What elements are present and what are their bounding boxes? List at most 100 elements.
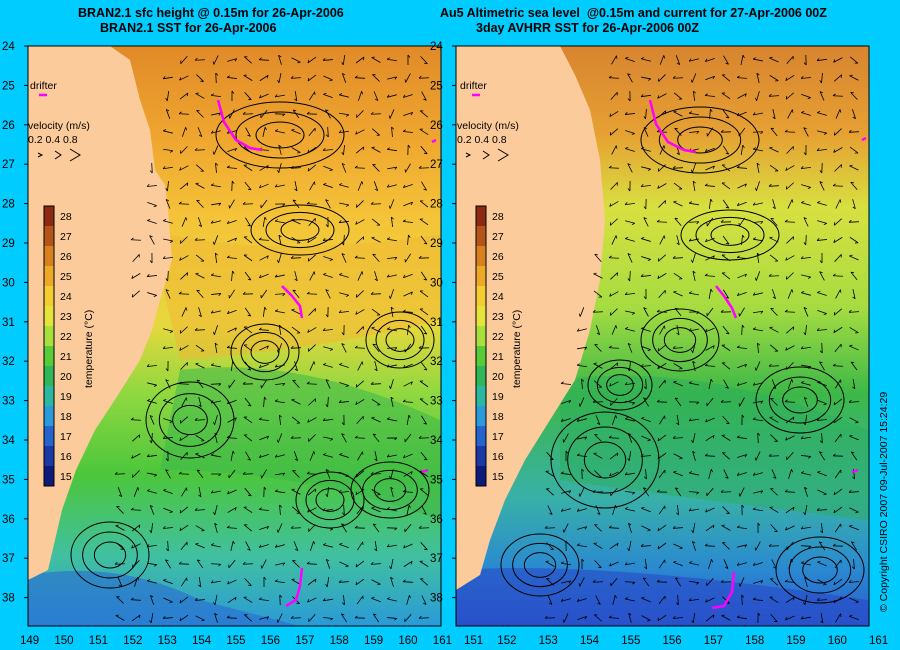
vector-arrow (215, 72, 219, 84)
vector-arrow (656, 579, 668, 583)
vector-arrow (676, 504, 680, 516)
vector-arrow (374, 451, 378, 462)
lon-tick-left: 153 (158, 635, 177, 647)
vector-arrow (178, 111, 190, 115)
vector-arrow (576, 508, 587, 512)
vector-arrow (262, 306, 267, 318)
lon-tick-right: 155 (621, 635, 640, 647)
vector-arrow (180, 146, 188, 154)
vector-arrow (131, 290, 141, 298)
vector-arrow (147, 201, 157, 208)
vector-arrow (771, 379, 777, 389)
vector-arrow (723, 469, 729, 479)
vector-arrow (741, 324, 745, 336)
vector-arrow (706, 307, 714, 317)
vector-arrow (194, 327, 206, 331)
vector-arrow (180, 272, 189, 280)
vector-arrow (258, 237, 270, 241)
vector-arrow (371, 506, 381, 513)
vector-arrow (768, 183, 780, 187)
vector-arrow (578, 487, 585, 497)
vector-arrow (275, 472, 286, 476)
vector-arrow (608, 75, 620, 79)
vector-arrow (418, 75, 430, 79)
vector-arrow (386, 184, 397, 188)
vector-arrow (832, 273, 844, 277)
vector-arrow (833, 596, 843, 604)
colorbar-swatch (476, 346, 486, 367)
vector-arrow (641, 166, 652, 171)
colorbar-tick: 27 (60, 231, 72, 243)
lat-tick-right: 26 (430, 120, 443, 132)
vector-arrow (372, 613, 380, 623)
vector-arrow (692, 90, 696, 102)
vector-arrow (421, 595, 427, 605)
contour-line (240, 331, 290, 373)
right-drifter-track-1 (648, 99, 697, 154)
vector-arrow (149, 505, 155, 515)
vector-arrow (688, 580, 700, 585)
vector-arrow (835, 289, 842, 299)
vector-arrow (834, 343, 842, 353)
vector-arrow (278, 144, 282, 155)
vector-arrow (212, 145, 219, 155)
vector-arrow (291, 398, 301, 405)
vector-arrow (180, 236, 188, 244)
vector-arrow (132, 470, 140, 478)
vector-arrow (754, 541, 761, 551)
vector-arrow (736, 382, 747, 386)
vector-arrow (307, 56, 317, 64)
right-drifter-track-4 (851, 468, 859, 474)
vector-arrow (323, 272, 333, 278)
vector-arrow (198, 307, 202, 318)
vector-arrow (325, 109, 331, 119)
vector-arrow (390, 216, 394, 228)
vector-arrow (608, 435, 620, 439)
vector-arrow (624, 562, 635, 566)
vector-arrow (179, 596, 189, 604)
vector-arrow (562, 523, 569, 533)
vector-arrow (210, 93, 222, 98)
vector-arrow (593, 380, 603, 388)
vector-arrow (754, 271, 761, 281)
vector-arrow (834, 523, 842, 533)
vector-arrow (196, 469, 204, 479)
vector-arrow (258, 57, 270, 61)
colorbar-swatch (476, 306, 486, 327)
vector-arrow (227, 58, 238, 62)
vector-arrow (243, 236, 253, 244)
vector-arrow (801, 94, 811, 100)
vector-arrow (244, 271, 252, 281)
vector-arrow (770, 217, 778, 227)
vector-arrow (849, 597, 859, 604)
vector-arrow (244, 307, 252, 317)
vector-arrow (358, 91, 364, 101)
contour-line (235, 111, 325, 159)
contour-line (250, 204, 350, 256)
vector-arrow (356, 236, 365, 244)
vector-arrow (420, 271, 428, 281)
vector-arrow (752, 237, 763, 242)
vector-arrow (419, 110, 429, 118)
vector-arrow (833, 398, 843, 406)
vector-arrow (721, 452, 731, 460)
vector-arrow (149, 162, 153, 174)
vector-arrow (194, 417, 206, 421)
vector-arrow (309, 361, 316, 371)
lon-tick-left: 154 (192, 635, 212, 647)
lat-tick-right: 31 (430, 317, 443, 329)
vector-arrow (355, 399, 365, 405)
vector-arrow (785, 416, 795, 424)
vector-arrow (290, 255, 302, 259)
vector-arrow (421, 181, 427, 191)
vector-arrow (643, 468, 647, 480)
vector-arrow (165, 199, 171, 209)
vector-arrow (562, 613, 569, 623)
vector-arrow (210, 453, 221, 458)
vector-arrow (592, 579, 604, 583)
vector-arrow (657, 362, 667, 370)
vector-arrow (278, 324, 282, 335)
vector-arrow (625, 310, 636, 315)
vector-arrow (754, 361, 761, 371)
vector-arrow (339, 561, 349, 568)
